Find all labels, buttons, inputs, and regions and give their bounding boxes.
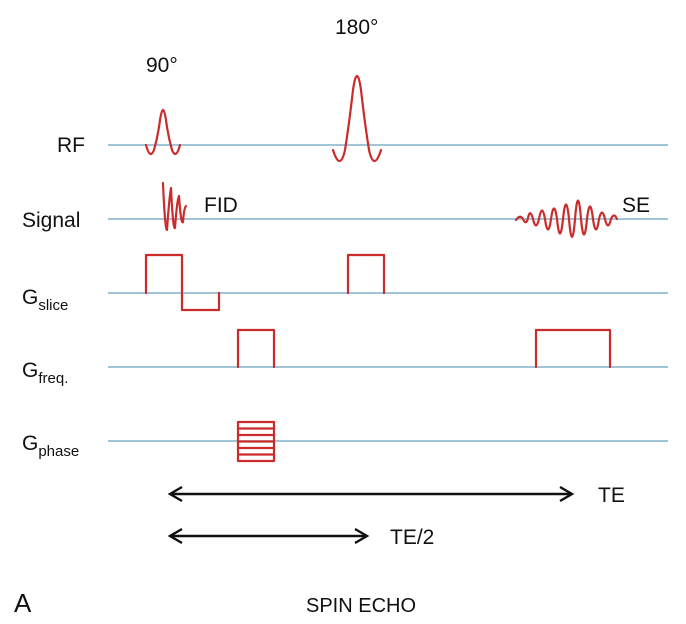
te-half-label: TE/2 xyxy=(390,526,434,549)
rf90-label: 90° xyxy=(146,54,178,77)
gfreq-prephase-lobe xyxy=(236,328,276,369)
gfreq-row-label: Gfreq. xyxy=(22,359,68,387)
rf-180-pulse xyxy=(331,74,383,163)
gphase-row-label: Gphase xyxy=(22,432,79,460)
gslice-refocus-lobe xyxy=(346,253,386,295)
gphase-main: G xyxy=(22,432,38,455)
te-half-arrow xyxy=(167,527,370,545)
gfreq-sub: freq. xyxy=(38,370,68,387)
fid-signal xyxy=(161,181,188,232)
signal-row-label: Signal xyxy=(22,209,80,232)
gphase-encoding-steps xyxy=(236,420,276,463)
spin-echo-signal xyxy=(514,199,619,239)
gslice-main: G xyxy=(22,286,38,309)
gslice-sub: slice xyxy=(38,297,68,314)
se-label: SE xyxy=(622,194,650,217)
gfreq-main: G xyxy=(22,359,38,382)
panel-letter: A xyxy=(14,588,32,618)
gslice-row-label: Gslice xyxy=(22,286,68,314)
gslice-excitation-lobe xyxy=(144,253,221,312)
gphase-sub: phase xyxy=(38,443,79,460)
rf-90-pulse xyxy=(144,108,182,156)
gfreq-readout-lobe xyxy=(534,328,612,369)
te-arrow xyxy=(167,485,575,503)
figure-caption: SPIN ECHO xyxy=(306,595,416,617)
rf-row-label: RF xyxy=(57,134,85,157)
fid-label: FID xyxy=(204,194,238,217)
rf180-label: 180° xyxy=(335,16,378,39)
te-label: TE xyxy=(598,484,625,507)
